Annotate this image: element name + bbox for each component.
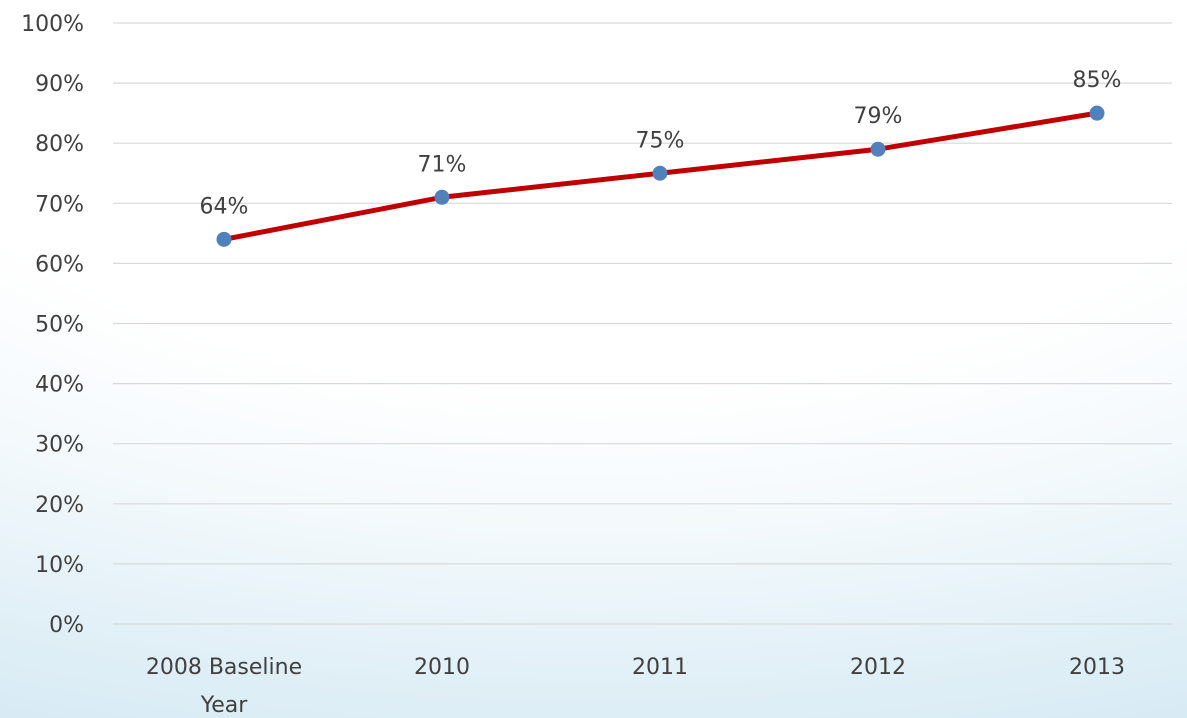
y-axis-tick-labels: 0% 10% 20% 30% 40% 50% 60% 70% 80% 90% 100% (21, 12, 84, 638)
x-tick-label: 2008 Baseline (146, 655, 302, 680)
y-tick-label: 100% (21, 12, 84, 37)
series-markers (216, 105, 1105, 247)
x-tick-label: 2010 (414, 655, 470, 680)
x-tick-label: 2011 (632, 655, 688, 680)
data-point (1089, 105, 1105, 121)
data-label: 71% (418, 152, 467, 177)
y-tick-label: 70% (35, 192, 84, 217)
data-label: 85% (1073, 68, 1122, 93)
x-tick-label: 2013 (1069, 655, 1125, 680)
y-tick-label: 90% (35, 72, 84, 97)
y-tick-label: 60% (35, 252, 84, 277)
x-tick-label: Year (200, 693, 249, 718)
data-label: 75% (636, 128, 685, 153)
data-label: 64% (200, 194, 249, 219)
data-point (870, 141, 886, 157)
data-labels: 64% 71% 75% 79% 85% (200, 68, 1122, 219)
y-tick-label: 40% (35, 373, 84, 398)
y-tick-label: 20% (35, 493, 84, 518)
data-point (216, 231, 232, 247)
data-point (652, 165, 668, 181)
gridlines (113, 22, 1172, 625)
data-point (434, 189, 450, 205)
y-tick-label: 30% (35, 433, 84, 458)
y-tick-label: 50% (35, 313, 84, 338)
x-tick-label: 2012 (850, 655, 906, 680)
x-axis-tick-labels: 2008 Baseline Year 2010 2011 2012 2013 (146, 655, 1125, 718)
y-tick-label: 80% (35, 132, 84, 157)
y-tick-label: 0% (49, 613, 84, 638)
data-label: 79% (854, 104, 903, 129)
y-tick-label: 10% (35, 553, 84, 578)
